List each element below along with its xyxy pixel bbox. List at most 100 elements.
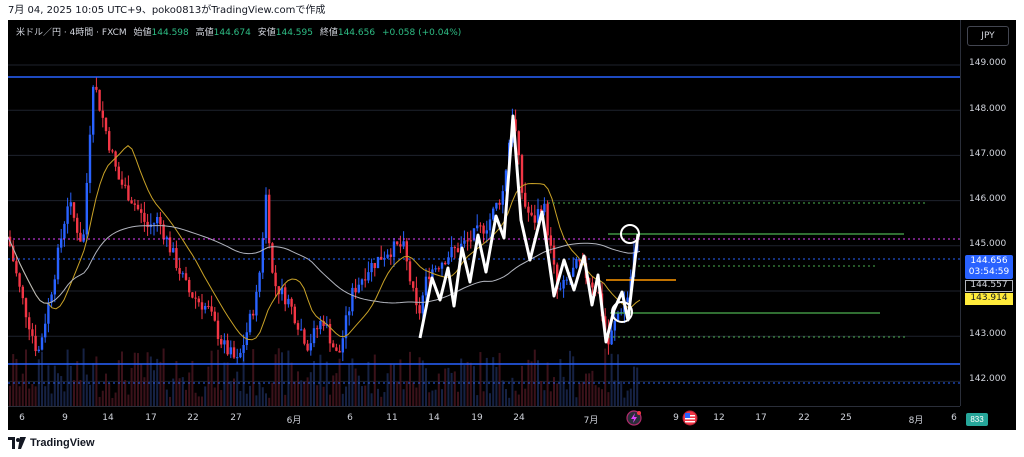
candle-body	[204, 305, 207, 310]
chart-pane[interactable]: 米ドル／円 · 4時間 · FXCM 始値144.598 高値144.674 安…	[8, 20, 1016, 430]
volume-bar	[217, 349, 219, 406]
volume-bar	[351, 358, 354, 406]
moving-averages	[8, 145, 641, 341]
swing-high-marker	[620, 224, 640, 244]
candle-body	[479, 225, 482, 227]
volume-bar	[588, 373, 591, 406]
symbol-name[interactable]: 米ドル／円 · 4時間 · FXCM	[16, 28, 127, 38]
volume-bar	[562, 376, 565, 406]
open-label: 始値	[133, 28, 152, 38]
candle-body	[415, 287, 418, 306]
volume-bar	[332, 375, 335, 406]
lightning-event-icon[interactable]	[626, 410, 642, 426]
price-tick: 145.000	[969, 239, 1007, 249]
volume-bar	[15, 358, 18, 406]
volume-bar	[335, 373, 338, 406]
currency-button[interactable]: JPY	[967, 26, 1009, 46]
candle-body	[316, 328, 319, 330]
volume-bar	[405, 380, 408, 406]
tradingview-footer[interactable]: TradingView	[8, 435, 95, 451]
candle-body	[200, 302, 204, 310]
volume-bar	[140, 364, 143, 406]
time-tick: 22	[798, 413, 810, 423]
candle-body	[440, 262, 444, 269]
candle-body	[306, 343, 309, 351]
volume-bar	[463, 365, 466, 406]
volume-bar	[636, 367, 639, 406]
candle-body	[380, 256, 383, 260]
price-axis[interactable]: 149.000 148.000 147.000 146.000 145.000 …	[960, 20, 1016, 406]
candle-body	[309, 343, 312, 351]
time-axis[interactable]: 6 9 14 17 22 27 6月 6 11 14 19 24 7月 4 9 …	[8, 406, 960, 430]
volume-bar	[434, 389, 437, 406]
candle-body	[156, 216, 159, 224]
candle-body	[31, 329, 34, 336]
volume-bar	[338, 358, 341, 406]
time-tick: 25	[840, 413, 852, 423]
candle-body	[421, 295, 424, 314]
volume-bar	[444, 368, 447, 406]
volume-bar	[124, 380, 127, 406]
time-tick: 6	[19, 413, 25, 423]
volume-bar	[418, 357, 421, 406]
volume-bar	[393, 364, 395, 406]
volume-bar	[85, 374, 88, 406]
candle-body	[101, 110, 104, 118]
us-flag-event-icon[interactable]	[682, 410, 698, 426]
volume-bar	[146, 352, 149, 406]
volume-bar	[453, 371, 456, 406]
candle-body	[76, 217, 79, 233]
time-tick: 14	[102, 413, 114, 423]
candle-body	[293, 306, 296, 324]
volume-bar	[610, 353, 613, 406]
candle-body	[162, 224, 165, 240]
volume-bar	[447, 367, 450, 406]
volume-bar	[191, 360, 194, 406]
volume-bar	[47, 365, 50, 406]
volume-bar	[485, 357, 488, 406]
candle-body	[303, 329, 306, 344]
candle-body	[252, 313, 255, 316]
volume-bar	[185, 389, 187, 406]
candle-body	[98, 89, 101, 111]
candle-body	[85, 182, 88, 235]
volume-bar	[194, 392, 197, 406]
volume-bar	[204, 386, 207, 406]
volume-bar	[501, 380, 504, 406]
volume-bar	[559, 359, 562, 406]
candle-body	[392, 241, 396, 257]
candle-body	[226, 340, 229, 355]
volume-bar	[12, 354, 15, 406]
volume-bar	[373, 354, 376, 406]
volume-bar	[130, 367, 133, 406]
price-plot[interactable]	[8, 20, 960, 406]
candle-body	[258, 272, 261, 292]
candle-body	[88, 134, 92, 183]
candle-body	[229, 347, 232, 355]
volume-bar	[303, 381, 306, 406]
candle-body	[44, 323, 47, 338]
volume-bar	[25, 349, 27, 406]
symbol-legend: 米ドル／円 · 4時間 · FXCM 始値144.598 高値144.674 安…	[16, 26, 461, 40]
time-tick: 11	[386, 413, 398, 423]
volume-bar	[287, 350, 290, 406]
candle-body	[184, 273, 188, 280]
volume-bar	[89, 384, 91, 406]
volume-bar	[63, 391, 66, 406]
candle-body	[28, 317, 31, 330]
volume-bar	[345, 386, 347, 406]
tradingview-brand: TradingView	[30, 437, 95, 449]
ma-price-label: 143.914	[970, 293, 1008, 303]
volume-bar	[28, 388, 31, 406]
volume-bar	[370, 393, 373, 406]
candle-body	[504, 170, 508, 192]
volume-bar	[479, 352, 482, 406]
volume-bar	[121, 351, 123, 406]
candle-body	[549, 235, 552, 246]
candle-body	[524, 192, 527, 207]
volume-bar	[92, 363, 95, 406]
volume-bar	[290, 362, 293, 406]
time-tick: 9	[673, 413, 679, 423]
volume-bar	[137, 353, 139, 406]
open-value: 144.598	[151, 28, 189, 38]
